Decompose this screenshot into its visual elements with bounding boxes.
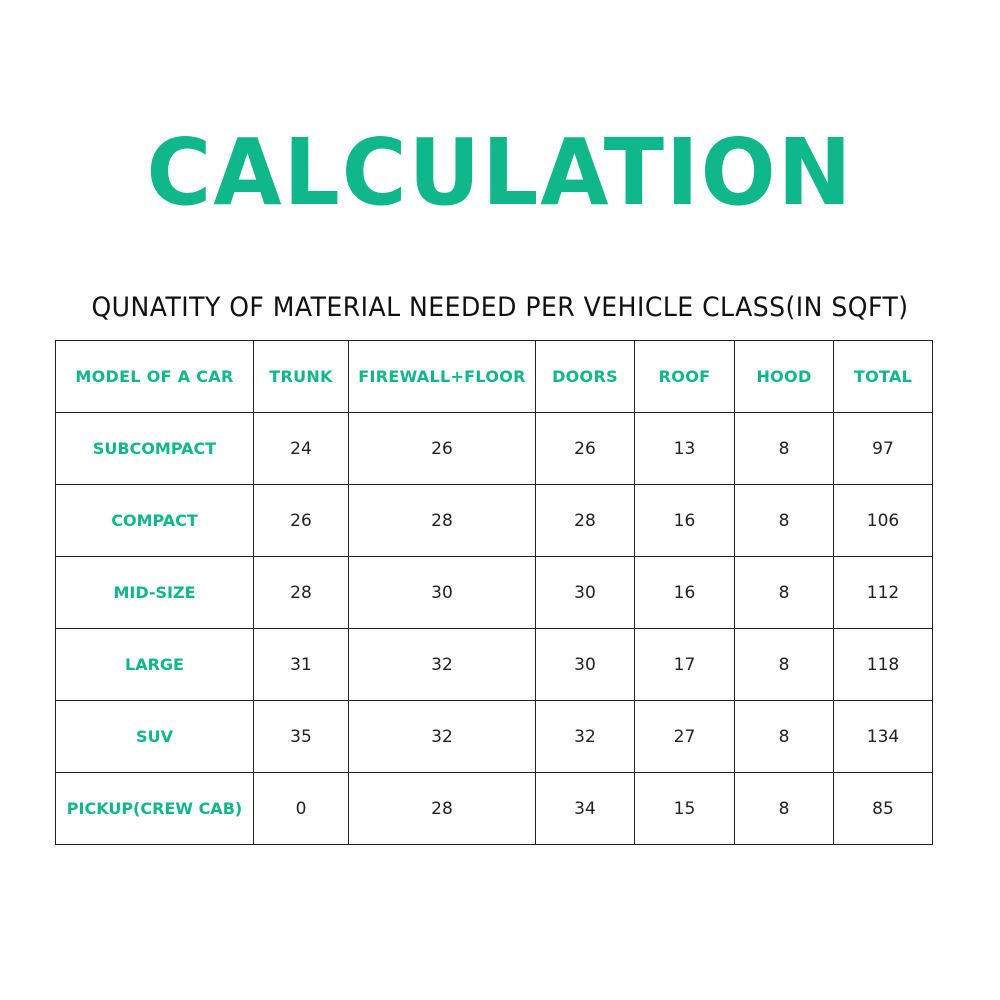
table-cell: 30 [348,556,536,629]
table-cell: 28 [535,484,635,557]
table-cell: 32 [535,700,635,773]
row-header: MID-SIZE [55,556,254,629]
table-cell: 30 [535,556,635,629]
table-cell: 97 [833,412,933,485]
column-header: HOOD [734,340,834,413]
column-header: TOTAL [833,340,933,413]
row-header: SUV [55,700,254,773]
page-title: CALCULATION [146,119,854,226]
row-header: PICKUP(CREW CAB) [55,772,254,845]
table-cell: 15 [634,772,735,845]
material-table: MODEL OF A CAR TRUNK FIREWALL+FLOOR DOORS RO… [55,340,933,845]
row-header: COMPACT [55,484,254,557]
column-header: FIREWALL+FLOOR [348,340,536,413]
table-row: SUBCOMPACT 24 26 26 13 8 97 [55,412,933,485]
table-cell: 8 [734,556,834,629]
table-cell: 13 [634,412,735,485]
header-row: MODEL OF A CAR TRUNK FIREWALL+FLOOR DOORS RO… [55,340,933,413]
table-row: MID-SIZE 28 30 30 16 8 112 [55,556,933,629]
table-cell: 8 [734,772,834,845]
table-cell: 35 [253,700,349,773]
table-cell: 32 [348,700,536,773]
table-row: COMPACT 26 28 28 16 8 106 [55,484,933,557]
table-cell: 31 [253,628,349,701]
table-cell: 28 [348,772,536,845]
column-header: ROOF [634,340,735,413]
table-caption: QUNATITY OF MATERIAL NEEDED PER VEHICLE … [91,292,909,323]
table-cell: 8 [734,628,834,701]
row-header: LARGE [55,628,254,701]
table-cell: 134 [833,700,933,773]
table-cell: 32 [348,628,536,701]
table-cell: 26 [253,484,349,557]
table-cell: 16 [634,484,735,557]
table-cell: 27 [634,700,735,773]
table-cell: 112 [833,556,933,629]
table-row: LARGE 31 32 30 17 8 118 [55,628,933,701]
table-cell: 30 [535,628,635,701]
table-row: PICKUP(CREW CAB) 0 28 34 15 8 85 [55,772,933,845]
table-cell: 8 [734,484,834,557]
table-cell: 106 [833,484,933,557]
row-header: SUBCOMPACT [55,412,254,485]
table-row: SUV 35 32 32 27 8 134 [55,700,933,773]
table-cell: 17 [634,628,735,701]
table-cell: 8 [734,700,834,773]
table-cell: 28 [253,556,349,629]
table-cell: 26 [535,412,635,485]
column-header: DOORS [535,340,635,413]
table-cell: 24 [253,412,349,485]
table-cell: 85 [833,772,933,845]
table-cell: 16 [634,556,735,629]
table-cell: 8 [734,412,834,485]
table-cell: 118 [833,628,933,701]
table-cell: 34 [535,772,635,845]
table-cell: 0 [253,772,349,845]
table-cell: 26 [348,412,536,485]
table-cell: 28 [348,484,536,557]
column-header: MODEL OF A CAR [55,340,254,413]
column-header: TRUNK [253,340,349,413]
